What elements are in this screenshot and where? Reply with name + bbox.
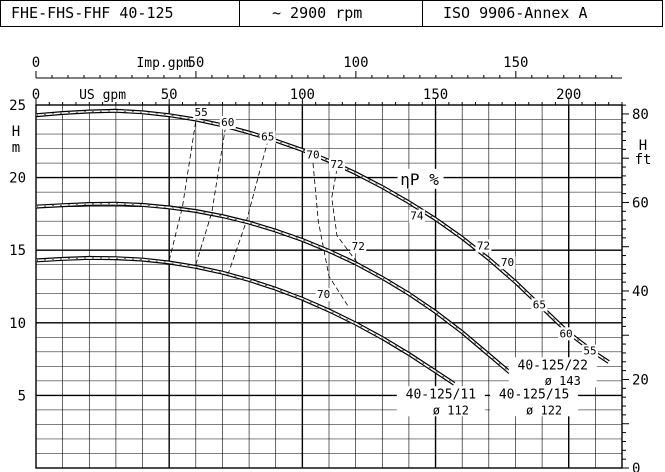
- efficiency-label: 70: [306, 149, 319, 162]
- efficiency-label: 74: [410, 210, 424, 223]
- head-curve-dots-40-125/11: [35, 257, 455, 385]
- head-curve-dots-40-125/15: [35, 203, 529, 387]
- model-label-bg: [490, 386, 579, 417]
- speed-label: ~ 2900 rpm: [272, 4, 363, 22]
- imp-gpm-tick-label: 100: [343, 55, 368, 71]
- y-m-tick-label: 20: [9, 171, 26, 187]
- y-m-axis-label: H: [12, 124, 20, 140]
- efficiency-label: 65: [533, 298, 546, 311]
- efficiency-label-bg: [315, 288, 332, 302]
- iso-efficiency-72: [331, 168, 362, 268]
- imp-gpm-tick-label: 0: [32, 55, 40, 71]
- efficiency-label-bg: [305, 148, 322, 162]
- y-m-tick-label: 15: [9, 243, 26, 259]
- us-gpm-tick-label: 0: [32, 87, 40, 103]
- pump-model-label: FHE-FHS-FHF 40-125: [11, 4, 174, 22]
- y-ft-unit-label: ft: [635, 152, 652, 168]
- efficiency-label-bg: [408, 209, 425, 223]
- efficiency-title-bg: [397, 168, 444, 189]
- us-gpm-axis-label: US gpm: [79, 88, 126, 103]
- efficiency-label: 72: [477, 239, 490, 252]
- y-ft-tick-label: 80: [632, 107, 649, 123]
- y-ft-tick-label: 40: [632, 284, 649, 300]
- efficiency-label: 60: [221, 116, 234, 129]
- model-label-bg: [396, 386, 485, 417]
- efficiency-label: 60: [559, 327, 572, 340]
- y-ft-tick-label: 60: [632, 195, 649, 211]
- us-gpm-tick-label: 100: [290, 87, 315, 103]
- iso-efficiency-65: [227, 141, 269, 276]
- efficiency-label: 70: [501, 256, 514, 269]
- efficiency-label: 72: [330, 158, 343, 171]
- standard-label: ISO 9906-Annex A: [443, 4, 588, 22]
- model-label-bg: [508, 357, 597, 388]
- iso-efficiency-70: [312, 163, 348, 306]
- efficiency-label-bg: [350, 240, 367, 254]
- chart-header: FHE-FHS-FHF 40-125 ~ 2900 rpm ISO 9906-A…: [0, 0, 663, 27]
- efficiency-title: ηP %: [400, 170, 439, 189]
- efficiency-label: 65: [261, 131, 274, 144]
- iso-efficiency-60: [195, 129, 226, 265]
- model-diameter-label: ø 122: [526, 403, 562, 417]
- us-gpm-tick-label: 150: [423, 87, 448, 103]
- model-label: 40-125/22: [518, 358, 588, 373]
- efficiency-label-bg: [475, 239, 492, 253]
- model-label: 40-125/11: [406, 387, 476, 402]
- y-ft-axis-label: H: [639, 138, 647, 154]
- y-ft-tick-label: 20: [632, 372, 649, 388]
- efficiency-label-bg: [259, 130, 276, 144]
- head-curve-40-125/11: [35, 255, 456, 386]
- y-m-unit-label: m: [12, 140, 20, 156]
- header-divider: [422, 1, 423, 27]
- efficiency-label-bg: [558, 327, 575, 341]
- y-m-tick-label: 10: [9, 316, 26, 332]
- efficiency-label-bg: [219, 116, 236, 130]
- y-m-tick-label: 25: [9, 98, 26, 114]
- model-label: 40-125/15: [499, 387, 569, 402]
- head-curve-dots-40-125/22: [35, 110, 609, 363]
- head-curve-inner-40-125/11: [35, 257, 455, 385]
- efficiency-label-bg: [193, 105, 210, 119]
- head-curves: [35, 108, 610, 389]
- model-diameter-label: ø 112: [433, 403, 469, 417]
- efficiency-label: 72: [352, 240, 365, 253]
- efficiency-label-bg: [328, 158, 345, 172]
- efficiency-label: 55: [583, 345, 596, 358]
- y-m-tick-label: 5: [18, 388, 26, 404]
- imp-gpm-tick-label: 150: [503, 55, 528, 71]
- efficiency-label-bg: [531, 298, 548, 312]
- us-gpm-tick-label: 200: [556, 87, 581, 103]
- iso-efficiency-55: [168, 120, 197, 261]
- imp-gpm-tick-label: 50: [188, 55, 205, 71]
- efficiency-label: 55: [195, 106, 208, 119]
- efficiency-label-bg: [499, 256, 516, 270]
- imp-gpm-axis-label: Imp.gpm: [136, 56, 191, 71]
- y-ft-tick-label: 0: [632, 461, 640, 472]
- efficiency-label-bg: [582, 344, 599, 358]
- efficiency-label: 70: [317, 288, 330, 301]
- model-diameter-label: ø 143: [545, 374, 581, 388]
- header-divider: [239, 1, 240, 27]
- us-gpm-tick-label: 50: [161, 87, 178, 103]
